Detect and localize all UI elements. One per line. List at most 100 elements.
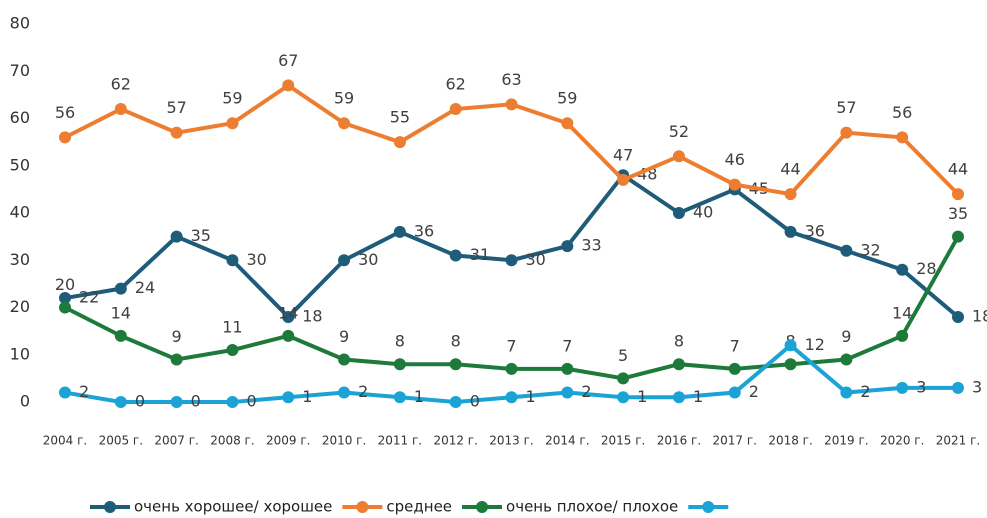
data-label: 5 (618, 346, 628, 365)
data-label: 32 (860, 240, 880, 259)
point (226, 344, 239, 357)
y-tick-label: 80 (10, 14, 30, 33)
data-label: 56 (55, 103, 75, 122)
point (672, 207, 685, 219)
point (505, 362, 518, 375)
x-tick-label: 2019 г. (824, 434, 868, 448)
point (393, 358, 406, 371)
point (952, 310, 964, 323)
point (449, 358, 462, 371)
point (505, 254, 518, 267)
legend-marker (104, 501, 116, 513)
point (840, 126, 853, 139)
data-label: 7 (562, 336, 572, 355)
point (170, 230, 183, 243)
point (59, 131, 71, 144)
legend-marker (476, 501, 489, 513)
x-tick-label: 2015 г. (601, 434, 645, 448)
data-label: 35 (948, 204, 968, 223)
data-label: 1 (526, 387, 536, 406)
data-label: 3 (916, 377, 926, 396)
x-tick-label: 2007 г. (154, 434, 198, 448)
data-label: 59 (557, 89, 577, 108)
y-tick-label: 40 (10, 203, 30, 222)
point (282, 391, 295, 404)
point (672, 391, 685, 404)
data-label: 62 (111, 75, 131, 94)
point (952, 381, 964, 394)
point (617, 372, 630, 385)
x-tick-label: 2012 г. (433, 434, 477, 448)
y-tick-label: 50 (10, 155, 30, 174)
point (114, 282, 127, 295)
x-tick-label: 2013 г. (489, 434, 533, 448)
data-label: 33 (581, 236, 601, 255)
data-label: 2 (749, 382, 759, 401)
point (896, 131, 909, 144)
point (505, 391, 518, 404)
y-tick-label: 20 (10, 297, 30, 316)
data-label: 3 (972, 377, 982, 396)
x-tick-label: 2004 г. (43, 434, 87, 448)
x-tick-label: 2017 г. (713, 434, 757, 448)
data-label: 46 (725, 150, 745, 169)
data-label: 30 (358, 250, 378, 269)
x-tick-label: 2009 г. (266, 434, 310, 448)
data-label: 47 (613, 145, 633, 164)
point (226, 117, 239, 130)
point (393, 225, 406, 238)
x-tick-label: 2008 г. (210, 434, 254, 448)
point (393, 391, 406, 404)
data-label: 14 (892, 303, 912, 322)
data-label: 44 (948, 160, 968, 179)
data-label: 14 (111, 303, 131, 322)
x-tick-label: 2005 г. (99, 434, 143, 448)
point (784, 339, 797, 352)
point (617, 391, 630, 404)
data-label: 2 (358, 382, 368, 401)
legend-marker (702, 501, 715, 513)
series-line (64, 172, 960, 320)
legend-marker (356, 501, 369, 513)
data-label: 67 (278, 51, 298, 70)
data-label: 2 (79, 382, 89, 401)
legend-label: среднее (386, 498, 452, 516)
data-label: 1 (302, 387, 312, 406)
point (840, 386, 853, 399)
point (561, 386, 574, 399)
data-label: 31 (470, 245, 490, 264)
point (784, 188, 797, 201)
point (617, 173, 630, 186)
data-label: 0 (246, 392, 256, 411)
point (59, 301, 71, 314)
data-label: 0 (470, 392, 480, 411)
point (728, 386, 741, 399)
x-tick-label: 2011 г. (378, 434, 422, 448)
data-label: 9 (172, 327, 182, 346)
data-label: 1 (414, 387, 424, 406)
point (393, 136, 406, 149)
point (672, 358, 685, 371)
point (952, 230, 964, 243)
data-label: 18 (302, 306, 322, 325)
data-label: 52 (669, 122, 689, 141)
point (282, 329, 295, 342)
point (338, 353, 351, 366)
data-label: 55 (390, 108, 410, 127)
point (338, 117, 351, 130)
point (784, 225, 797, 238)
data-label: 30 (526, 250, 546, 269)
point (728, 362, 741, 375)
data-label: 36 (805, 221, 825, 240)
data-label: 7 (506, 336, 516, 355)
data-label: 44 (780, 160, 800, 179)
data-label: 63 (501, 70, 521, 89)
y-tick-label: 30 (10, 250, 30, 269)
point (170, 396, 183, 408)
y-tick-label: 0 (20, 392, 30, 411)
point (282, 310, 295, 323)
point (896, 263, 909, 276)
point (114, 329, 127, 342)
data-label: 35 (191, 226, 211, 245)
data-label: 2 (581, 382, 591, 401)
